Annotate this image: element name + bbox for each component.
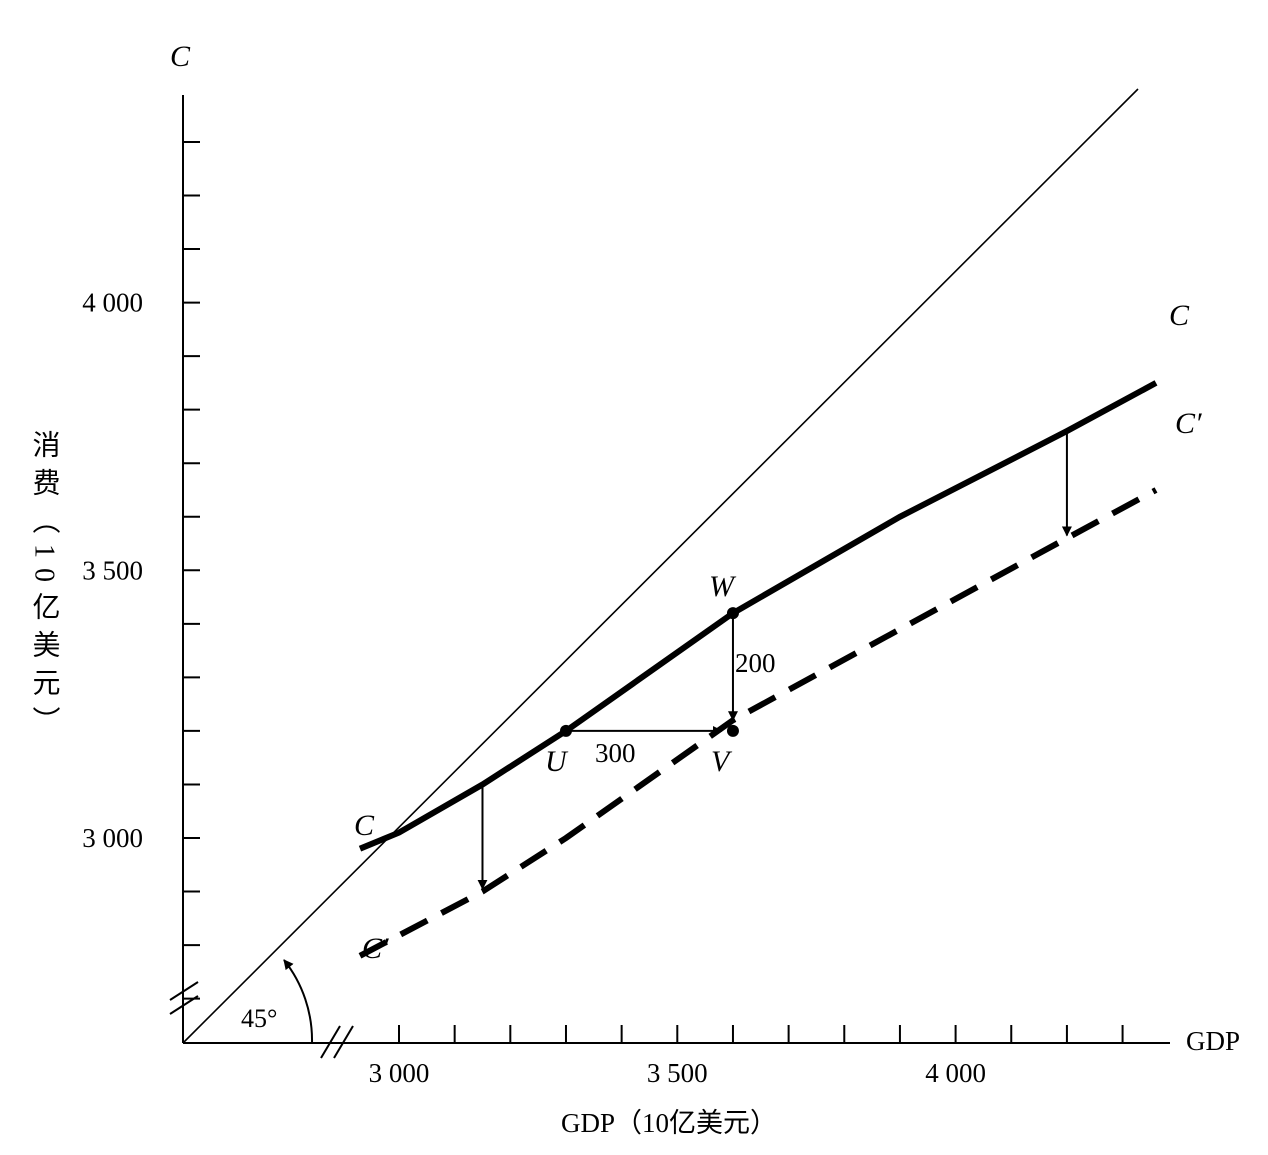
curve-label-c-prime-left: C′ xyxy=(362,932,389,965)
x-tick-label-3000: 3 000 xyxy=(369,1058,430,1088)
y-axis-title: 消费（10亿美元） xyxy=(29,430,61,744)
x-axis-end-label: GDP xyxy=(1186,1026,1240,1056)
angle-label: 45° xyxy=(241,1004,277,1033)
axis-ticks xyxy=(183,140,1124,1043)
y-tick-label-3000: 3 000 xyxy=(82,823,143,853)
arrow-label-200: 200 xyxy=(735,648,776,678)
point-u xyxy=(559,724,572,737)
x-tick-label-4000: 4 000 xyxy=(925,1058,986,1088)
consumption-curve-c-prime xyxy=(358,487,1158,959)
point-label-w: W xyxy=(709,570,737,603)
y-axis-top-label: C xyxy=(170,40,191,73)
consumption-curve-c xyxy=(358,380,1158,852)
x-tick-label-3500: 3 500 xyxy=(647,1058,708,1088)
point-label-v: V xyxy=(711,745,733,778)
y-tick-label-3500: 3 500 xyxy=(82,555,143,585)
point-v xyxy=(726,724,739,737)
forty-five-degree-line xyxy=(182,88,1139,1044)
point-label-u: U xyxy=(545,745,569,778)
x-axis-title: GDP（10亿美元） xyxy=(561,1108,777,1138)
y-tick-label-4000: 4 000 xyxy=(82,288,143,318)
arrow-label-300: 300 xyxy=(595,738,636,768)
curve-label-c-right: C xyxy=(1169,299,1190,332)
point-w xyxy=(726,607,739,620)
curve-label-c-prime-right: C′ xyxy=(1175,407,1202,440)
x-axis-break xyxy=(320,1025,354,1059)
angle-arc-icon xyxy=(283,959,314,1044)
curve-label-c-left: C xyxy=(354,809,375,842)
